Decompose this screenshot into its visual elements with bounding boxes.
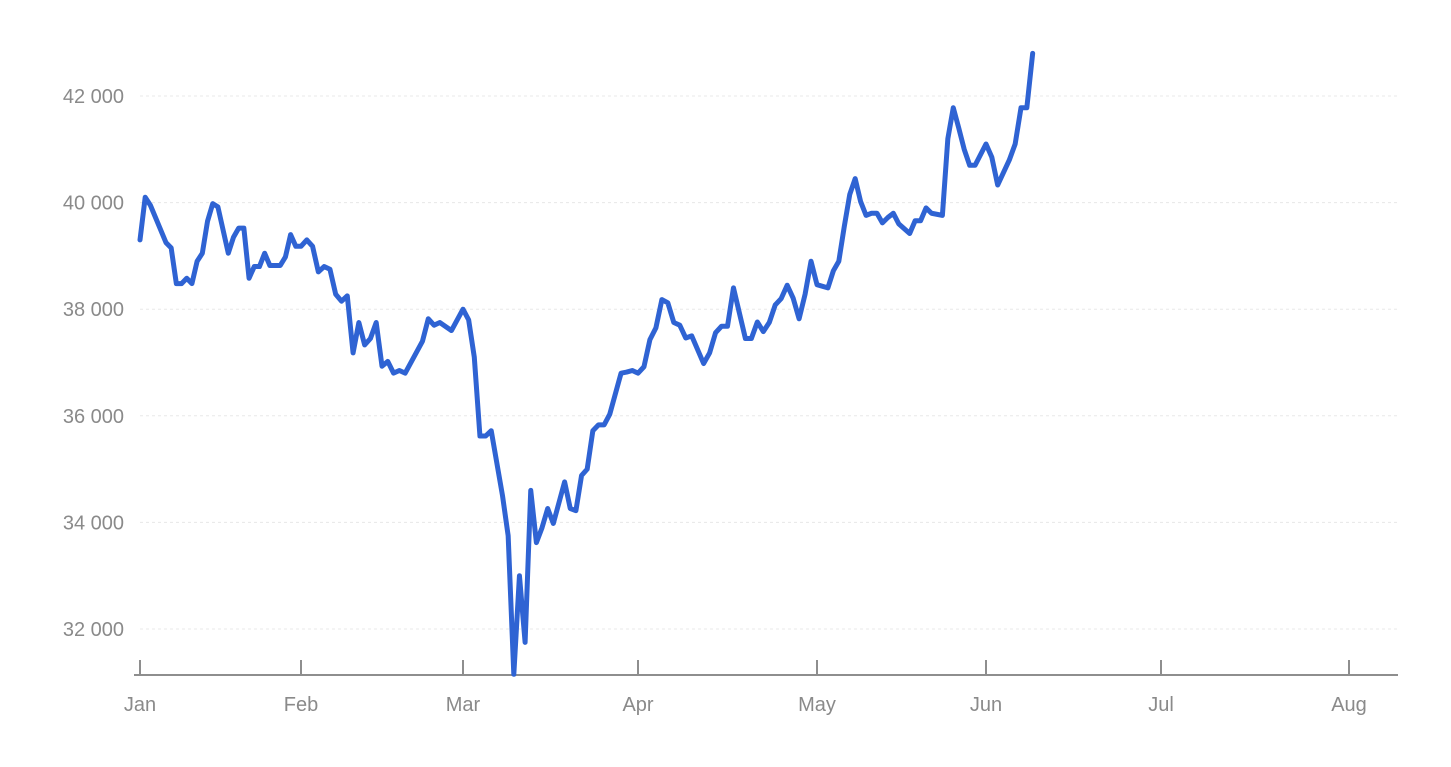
x-tick-label: Apr [622, 694, 653, 716]
x-tick-label: May [798, 694, 836, 716]
x-tick-label: Mar [446, 694, 481, 716]
y-tick-label: 34 000 [63, 512, 124, 534]
y-tick-label: 40 000 [63, 193, 124, 215]
y-tick-label: 32 000 [63, 619, 124, 641]
x-tick-label: Jul [1148, 694, 1174, 716]
x-axis [134, 660, 1398, 676]
x-tick-label: Jan [124, 694, 156, 716]
grid-lines [140, 95, 1398, 630]
x-tick-label: Aug [1331, 694, 1367, 716]
y-tick-label: 42 000 [63, 86, 124, 108]
series-layer [137, 50, 1036, 677]
x-tick-label: Jun [970, 694, 1002, 716]
x-tick-label: Feb [284, 694, 318, 716]
y-tick-label: 38 000 [63, 299, 124, 321]
series-line [137, 50, 1036, 677]
axis-labels: 32 000 34 000 36 000 38 000 40 000 42 000 Jan F… [63, 86, 1367, 716]
y-tick-label: 36 000 [63, 406, 124, 428]
